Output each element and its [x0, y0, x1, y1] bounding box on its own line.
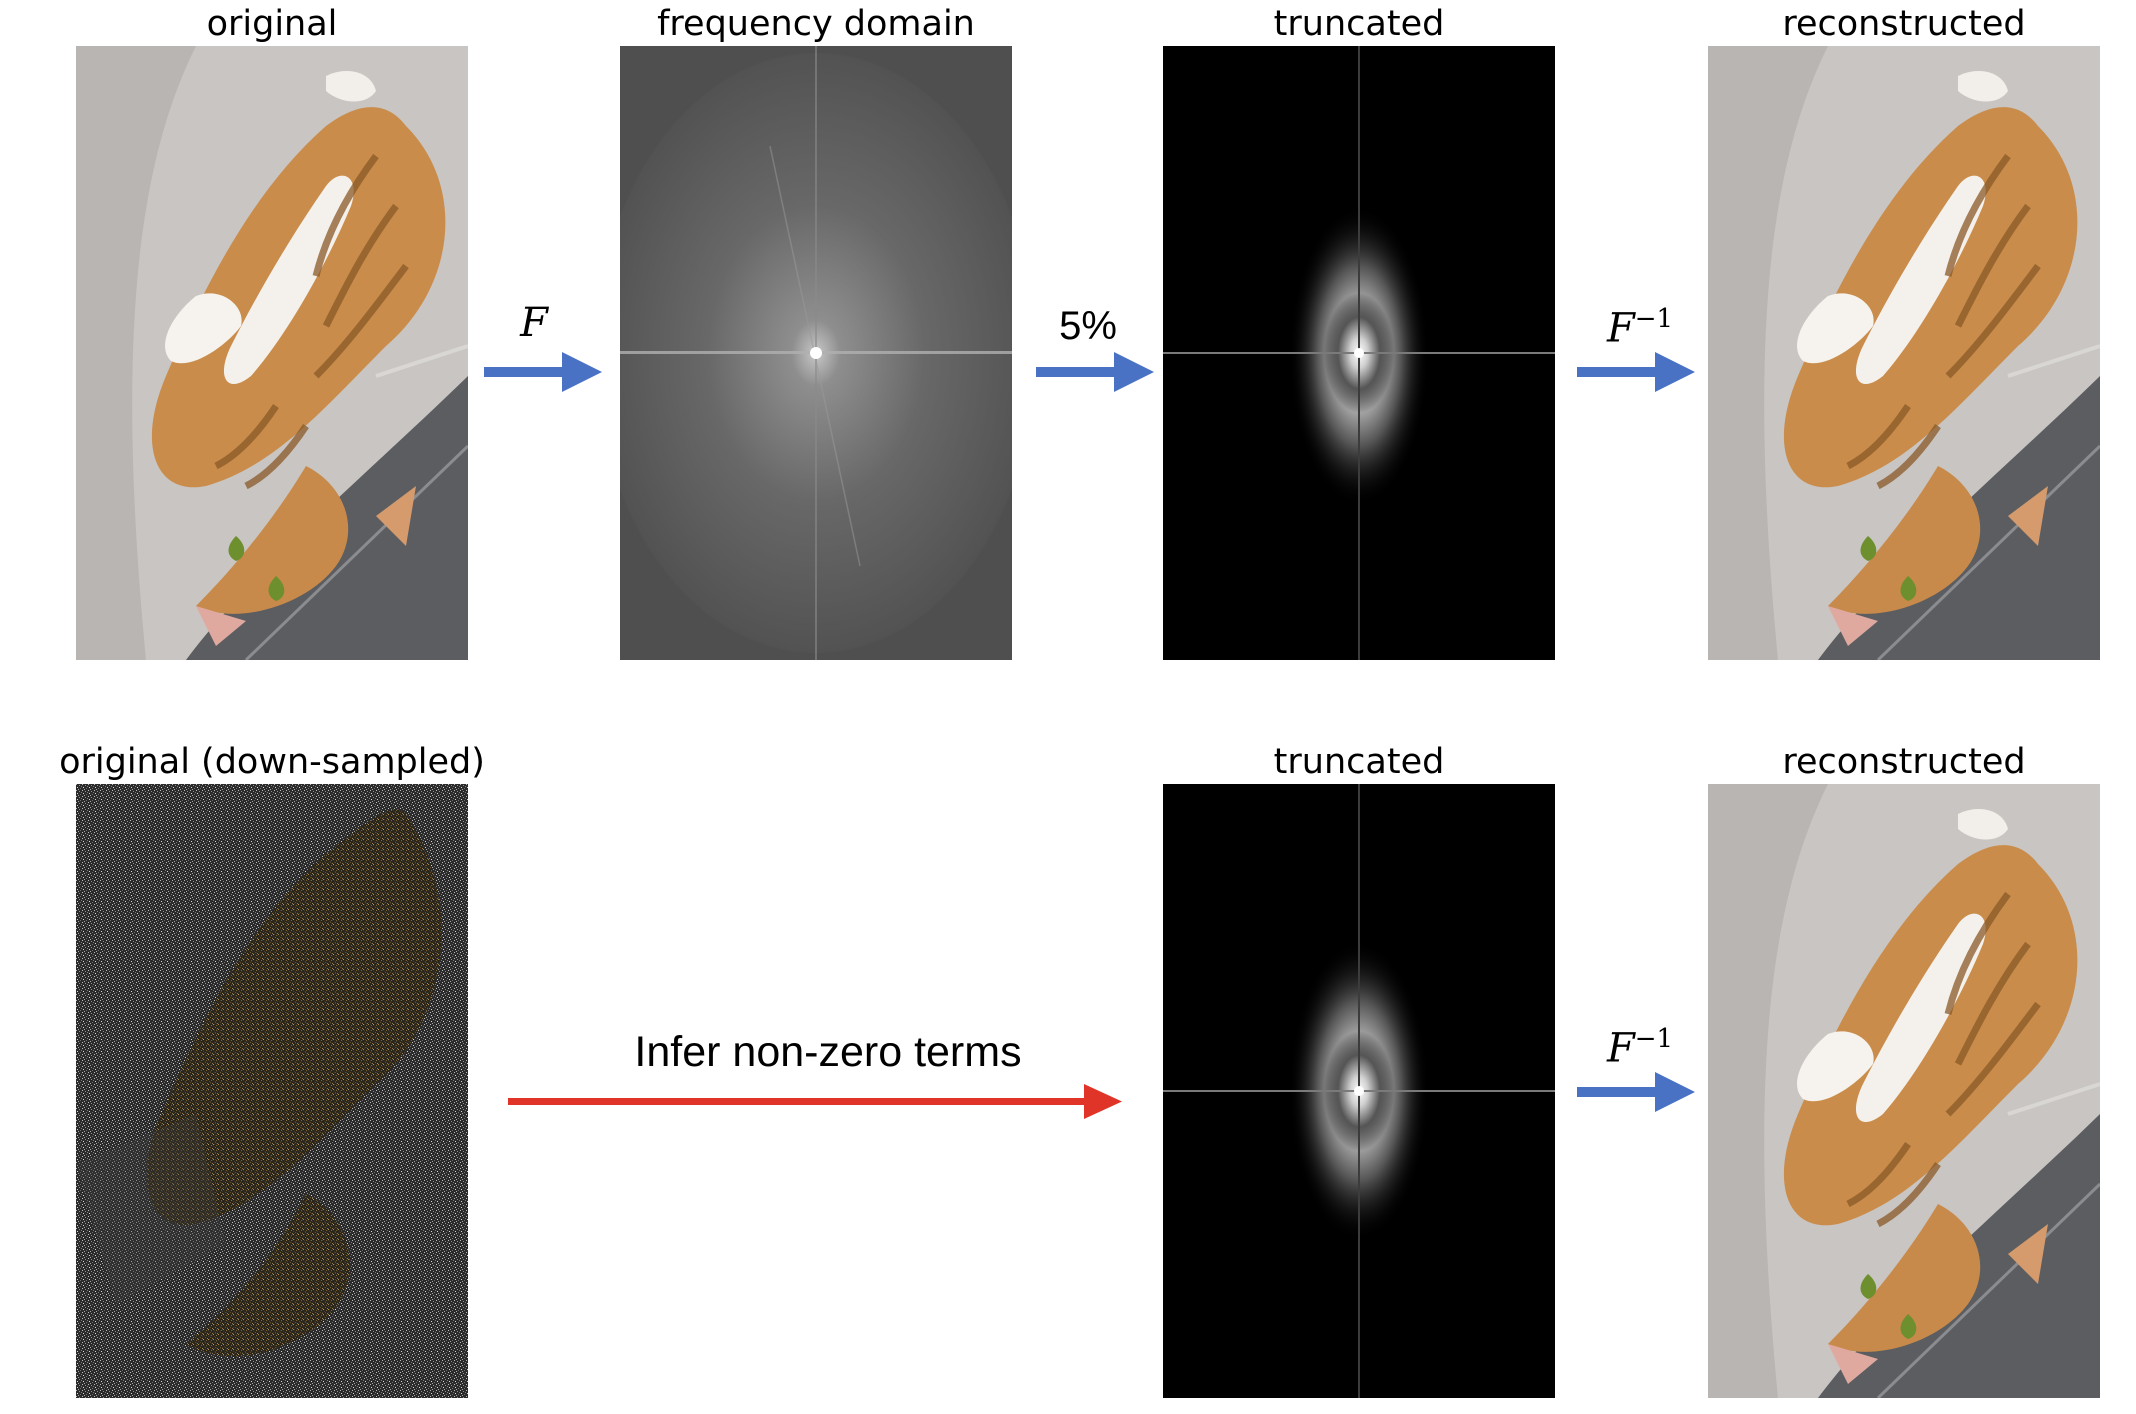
inverse-exponent-2: −1 — [1634, 1024, 1674, 1054]
inverse-exponent: −1 — [1634, 304, 1674, 334]
label-inverse-fourier: F−1 — [1590, 304, 1690, 351]
title-truncated-2: truncated — [1273, 742, 1445, 782]
title-reconstructed: reconstructed — [1782, 4, 2026, 44]
infer-arrow — [508, 1084, 1122, 1119]
label-five-percent: 5% — [1059, 304, 1117, 348]
original-cat-image — [76, 46, 468, 660]
title-reconstructed-2: reconstructed — [1782, 742, 2026, 782]
truncated-spectrum-image-2 — [1163, 784, 1555, 1398]
label-inverse-fourier-2: F−1 — [1590, 1024, 1690, 1071]
label-infer-nonzero-terms: Infer non-zero terms — [634, 1028, 1022, 1076]
label-fourier-transform: F — [520, 300, 548, 346]
truncate-arrow — [1036, 352, 1154, 392]
inverse-transform-arrow-2 — [1577, 1072, 1695, 1112]
inverse-base-2: F — [1606, 1025, 1635, 1072]
title-frequency-domain: frequency domain — [657, 4, 975, 44]
title-truncated: truncated — [1273, 4, 1445, 44]
frequency-spectrum-image — [620, 46, 1012, 660]
inverse-base: F — [1606, 305, 1635, 352]
title-original: original — [206, 4, 338, 44]
forward-transform-arrow — [484, 352, 602, 392]
title-original-downsampled: original (down-sampled) — [59, 742, 485, 782]
truncated-spectrum-image — [1163, 46, 1555, 660]
reconstructed-cat-image — [1708, 46, 2100, 660]
inverse-transform-arrow — [1577, 352, 1695, 392]
downsampled-noisy-image — [76, 784, 468, 1398]
reconstructed-cat-image-2 — [1708, 784, 2100, 1398]
